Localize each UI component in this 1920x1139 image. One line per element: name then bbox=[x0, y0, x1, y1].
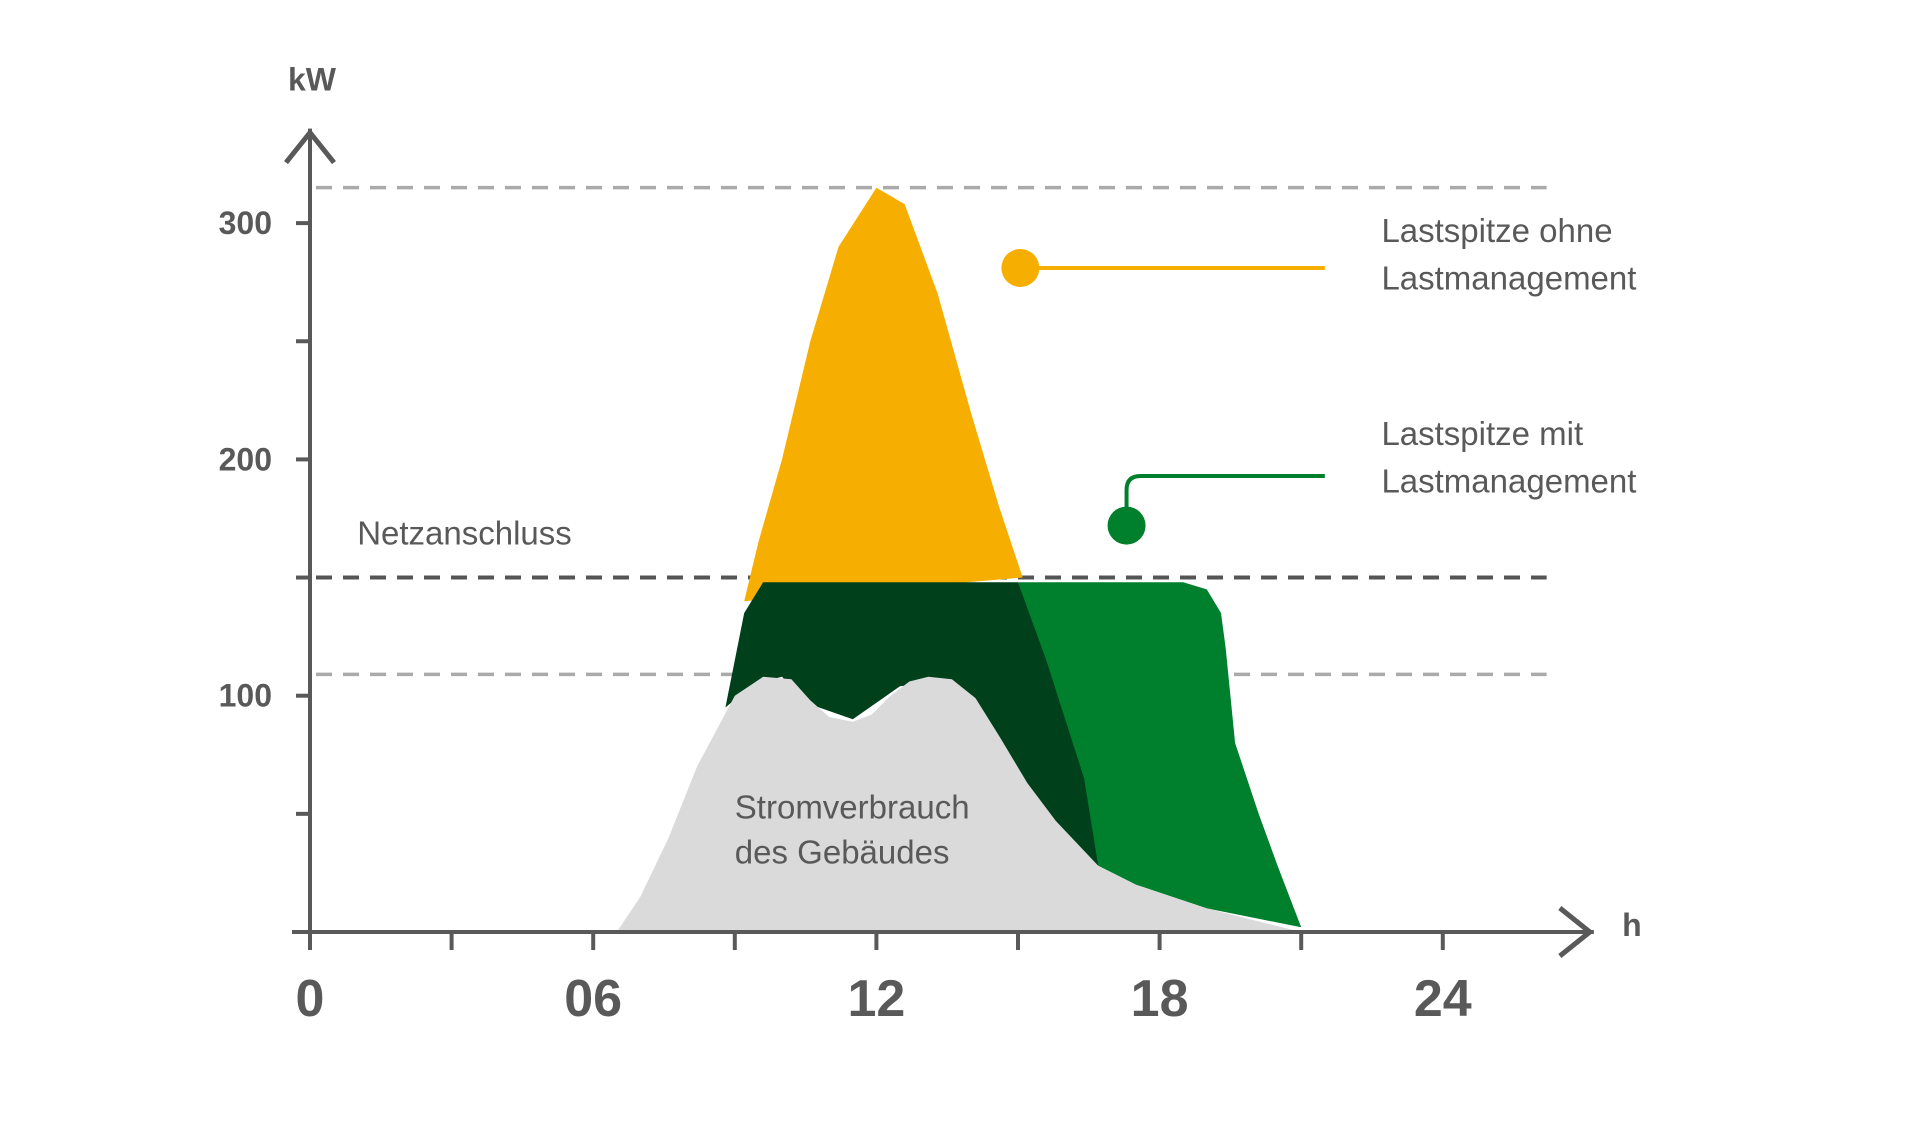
ticks: 100 200 300 0 06 12 18 24 bbox=[219, 205, 1472, 1028]
area-peak-with-management bbox=[1018, 582, 1302, 928]
annotation-label-without-management-1: Lastspitze ohne bbox=[1381, 212, 1612, 249]
annotation-line-with-management bbox=[1124, 473, 1325, 516]
y-tick-label-100: 100 bbox=[219, 678, 272, 714]
x-axis-arrow-icon bbox=[1558, 906, 1594, 958]
x-tick-label-0: 0 bbox=[296, 970, 325, 1028]
x-tick-label-12: 12 bbox=[847, 970, 905, 1028]
y-tick-label-300: 300 bbox=[219, 205, 272, 241]
annotation-label-with-management-2: Lastmanagement bbox=[1381, 462, 1636, 499]
x-tick-label-24: 24 bbox=[1414, 970, 1472, 1028]
annotation-label-building-1: Stromverbrauch bbox=[735, 789, 970, 826]
area-building-consumption bbox=[616, 676, 1302, 932]
x-axis-unit: h bbox=[1622, 907, 1642, 943]
x-tick-label-18: 18 bbox=[1131, 970, 1189, 1028]
annotation-label-with-management-1: Lastspitze mit bbox=[1381, 415, 1583, 452]
annotation-label-building-2: des Gebäudes bbox=[735, 833, 950, 870]
annotations: Lastspitze ohne Lastmanagement Lastspitze … bbox=[357, 212, 1636, 870]
area-overlap bbox=[725, 582, 1099, 866]
annotation-label-without-management-2: Lastmanagement bbox=[1381, 259, 1636, 296]
data-areas bbox=[616, 187, 1302, 932]
y-axis-arrow-icon bbox=[284, 128, 336, 165]
x-tick-label-6: 06 bbox=[564, 970, 622, 1028]
area-peak-without-management bbox=[744, 187, 1023, 602]
annotation-dot-with-management bbox=[1107, 506, 1146, 545]
y-axis-unit: kW bbox=[288, 62, 337, 98]
annotation-label-grid-connection: Netzanschluss bbox=[357, 514, 572, 551]
y-tick-label-200: 200 bbox=[219, 441, 272, 477]
